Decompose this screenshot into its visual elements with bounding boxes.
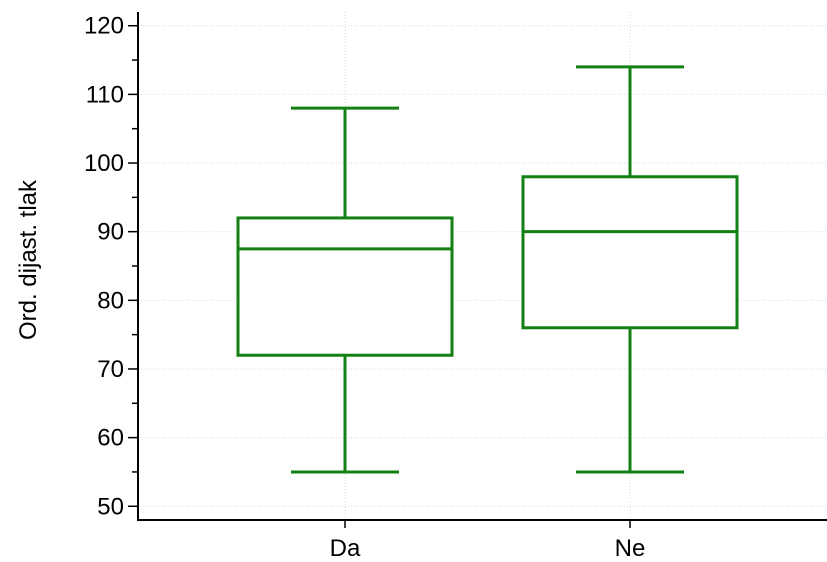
y-tick-label-70: 70 — [97, 356, 124, 383]
x-tick-label-Ne: Ne — [615, 535, 646, 562]
y-axis-title: Ord. dijast. tlak — [15, 179, 42, 340]
box-Da — [236, 106, 454, 474]
y-tick-label-50: 50 — [97, 493, 124, 520]
y-tick-label-80: 80 — [97, 287, 124, 314]
box-Ne — [521, 65, 739, 474]
y-tick-label-90: 90 — [97, 219, 124, 246]
box-iqr — [236, 216, 454, 357]
axis-layer: 50 60 70 80 90 100 110 120 Da Ne — [84, 12, 827, 562]
box-layer — [236, 65, 739, 474]
x-tick-label-Da: Da — [330, 535, 361, 562]
box-iqr — [521, 175, 739, 330]
y-tick-label-120: 120 — [84, 13, 124, 40]
y-tick-label-110: 110 — [86, 81, 124, 108]
y-tick-label-100: 100 — [84, 150, 124, 177]
y-tick-label-60: 60 — [97, 425, 124, 452]
